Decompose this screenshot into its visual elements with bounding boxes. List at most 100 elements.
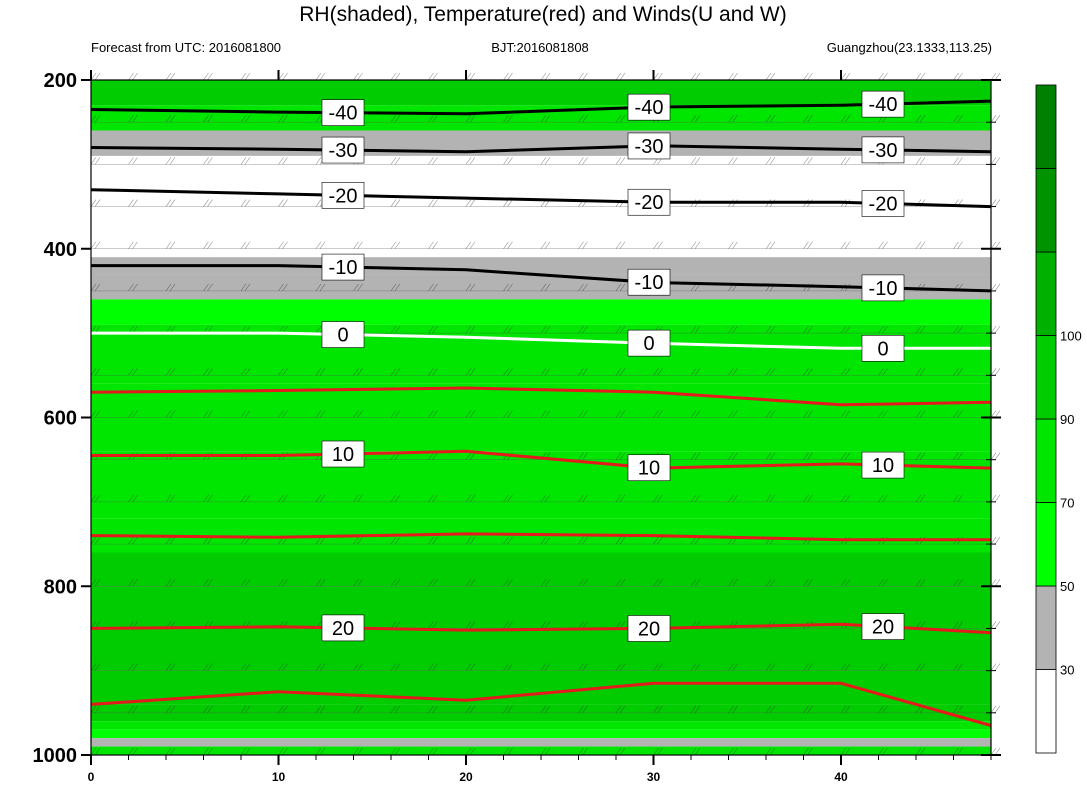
contour-label-box <box>861 613 905 640</box>
location-label: Guangzhou(23.1333,113.25) <box>827 40 992 55</box>
wind-barb <box>207 368 213 376</box>
wind-barb <box>319 747 326 756</box>
wind-barb <box>394 621 401 629</box>
wind-barb <box>94 368 101 376</box>
contour-label: 20 <box>332 618 354 640</box>
wind-barb <box>619 410 626 418</box>
wind-barb <box>882 579 888 587</box>
wind-barb <box>469 536 476 545</box>
contour-label-box <box>321 136 365 164</box>
wind-barb <box>990 705 997 713</box>
contour-label-box <box>861 451 905 479</box>
wind-barb <box>319 494 326 503</box>
wind-barb <box>994 157 1001 165</box>
wind-barb <box>390 157 397 165</box>
wind-barb <box>844 452 851 460</box>
wind-barb <box>203 368 209 376</box>
wind-barb <box>540 325 547 334</box>
wind-barb <box>728 72 734 81</box>
wind-barb <box>578 283 584 292</box>
wind-barb <box>390 368 397 376</box>
wind-barb <box>769 241 776 249</box>
wind-barb <box>90 157 97 165</box>
wind-barb <box>544 410 551 418</box>
wind-barb <box>728 157 734 165</box>
wind-barb <box>357 579 363 587</box>
wind-barb <box>465 410 472 418</box>
wind-barb <box>169 283 176 292</box>
wind-barb <box>169 368 176 376</box>
wind-barb <box>578 494 584 503</box>
wind-barb <box>540 747 547 756</box>
wind-barb <box>694 283 701 292</box>
wind-barb <box>990 452 997 460</box>
wind-barb <box>765 241 772 249</box>
rh-band <box>91 257 991 275</box>
wind-barb <box>915 325 922 334</box>
wind-barb <box>503 157 509 165</box>
wind-barb <box>94 663 101 671</box>
rh-band <box>91 552 991 587</box>
wind-barb <box>207 536 213 545</box>
wind-barb <box>390 747 397 756</box>
wind-barb <box>390 536 397 545</box>
wind-barb <box>915 747 922 756</box>
wind-barb <box>953 115 959 123</box>
wind-barb <box>315 283 322 292</box>
colorbar-swatch <box>1035 335 1057 420</box>
wind-barb <box>694 157 701 165</box>
wind-barb <box>432 241 438 249</box>
wind-barb <box>315 747 322 756</box>
rh-band <box>91 155 991 190</box>
wind-barb <box>803 157 809 165</box>
wind-barb <box>507 579 513 587</box>
wind-barb <box>615 325 622 334</box>
rh-band <box>91 350 991 384</box>
wind-barb <box>807 72 813 81</box>
wind-barb <box>240 663 247 671</box>
wind-barb <box>957 325 963 334</box>
wind-barb <box>990 241 997 249</box>
colorbar-swatch <box>1035 669 1057 754</box>
wind-barb <box>769 368 776 376</box>
wind-barb <box>540 157 547 165</box>
wind-barb <box>432 747 438 756</box>
wind-barb <box>507 747 513 756</box>
contour-label: 20 <box>638 618 660 640</box>
wind-barb <box>278 747 284 756</box>
wind-barb <box>94 72 101 81</box>
wind-barb <box>765 747 772 756</box>
wind-barb <box>507 241 513 249</box>
wind-barb <box>94 410 101 418</box>
wind-barb <box>432 72 438 81</box>
wind-barb <box>765 705 772 713</box>
wind-barb <box>653 705 659 713</box>
wind-barb <box>844 241 851 249</box>
wind-barb <box>203 72 209 81</box>
wind-barb <box>503 621 509 629</box>
wind-barb <box>994 663 1001 671</box>
wind-barb <box>90 241 97 249</box>
wind-barb <box>428 325 434 334</box>
wind-barb <box>428 663 434 671</box>
wind-barb <box>807 241 813 249</box>
wind-barb <box>915 157 922 165</box>
wind-barb <box>615 579 622 587</box>
wind-barb <box>165 115 172 123</box>
wind-barb <box>465 241 472 249</box>
wind-barb <box>165 157 172 165</box>
wind-barb <box>578 621 584 629</box>
wind-barb <box>994 325 1001 334</box>
wind-barb <box>990 579 997 587</box>
wind-barb <box>240 705 247 713</box>
wind-barb <box>990 368 997 376</box>
wind-barb <box>957 115 963 123</box>
wind-barb <box>465 452 472 460</box>
wind-barb <box>357 368 363 376</box>
wind-barb <box>278 157 284 165</box>
wind-barb <box>319 72 326 81</box>
wind-barb <box>765 410 772 418</box>
wind-barb <box>769 115 776 123</box>
wind-barb <box>953 579 959 587</box>
wind-barb <box>165 72 172 81</box>
